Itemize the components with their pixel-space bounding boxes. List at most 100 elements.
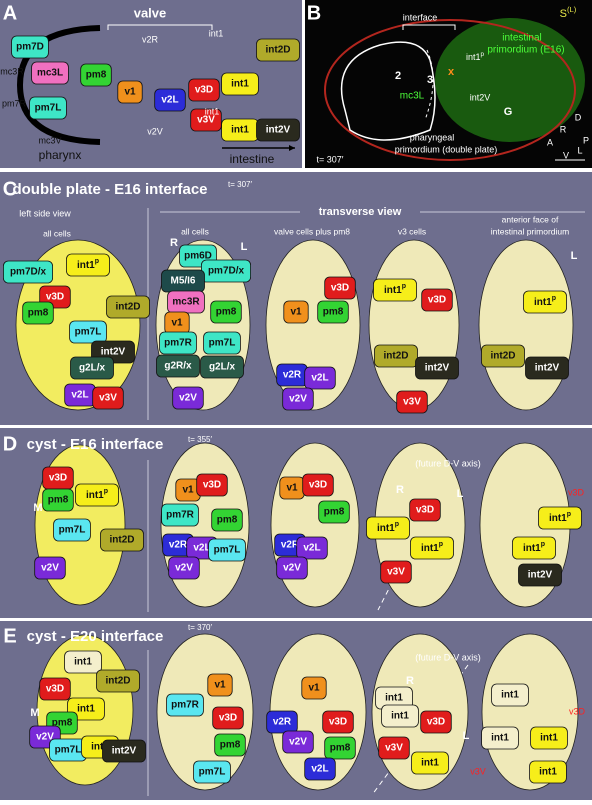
cell	[304, 366, 336, 390]
cell	[411, 751, 449, 775]
valve-bracket	[107, 24, 213, 30]
label: v3V	[99, 393, 117, 404]
cell	[322, 710, 354, 734]
label-base: int1	[421, 543, 439, 554]
cell-label: int1p	[421, 541, 443, 553]
label: cyst - E16 interface	[27, 436, 164, 453]
label-base: int1	[86, 490, 104, 501]
label: int2V	[266, 125, 291, 136]
label: mc3V	[38, 135, 61, 145]
label: A	[547, 137, 553, 147]
label: v3D	[46, 684, 64, 695]
label: pm7L	[209, 338, 236, 349]
cell	[196, 473, 228, 497]
cell	[381, 704, 419, 728]
cell	[100, 528, 144, 552]
cell	[188, 78, 220, 102]
cell-label: int1p	[77, 258, 99, 270]
label: int2D	[110, 535, 135, 546]
label: pm7R	[164, 338, 193, 349]
label: pm7R	[166, 510, 195, 521]
cell	[301, 676, 327, 700]
label-sup: p	[541, 541, 545, 548]
cell	[256, 38, 300, 62]
cell	[366, 516, 410, 540]
label: v1	[286, 483, 298, 494]
label: primordium (double plate)	[395, 144, 498, 154]
label: pm7R	[171, 700, 200, 711]
label: L	[571, 250, 578, 262]
label: pharynx	[39, 148, 82, 162]
cell	[211, 508, 243, 532]
label-base: int1	[549, 513, 567, 524]
label: pm8	[217, 515, 238, 526]
label: v3D	[46, 292, 64, 303]
label: v1	[171, 318, 183, 329]
label: L	[457, 488, 464, 500]
label: v2R	[273, 717, 292, 728]
label-sup: p	[552, 295, 556, 302]
embryo-view	[478, 239, 574, 411]
label: intestine	[230, 152, 275, 166]
label: pm7L	[59, 525, 86, 536]
label: M5/I6	[170, 276, 195, 287]
label: primordium (E16)	[487, 45, 564, 56]
cell	[80, 63, 112, 87]
label: v2L	[303, 543, 320, 554]
label: int2V	[112, 746, 137, 757]
cell	[64, 650, 102, 674]
label: int1	[421, 758, 439, 769]
label: v2L	[161, 95, 178, 106]
cell	[208, 538, 246, 562]
label: v2R	[283, 370, 302, 381]
cell	[96, 669, 140, 693]
label: g2L/x	[209, 362, 236, 373]
label: pm7L	[214, 545, 241, 556]
pharynx-arc	[16, 25, 101, 145]
label: L	[577, 145, 582, 155]
cell-label: int1p	[377, 521, 399, 533]
label: v1	[290, 307, 302, 318]
label: v3V	[197, 115, 215, 126]
label: v2V	[283, 563, 301, 574]
label: v1	[124, 87, 136, 98]
embryo-outline	[324, 19, 576, 161]
label: g2R/x	[164, 361, 192, 372]
label: v2V	[289, 394, 307, 405]
label: pm7D/x	[10, 267, 47, 278]
label: intestinal primordium	[491, 226, 569, 236]
embryo-view	[368, 239, 460, 411]
label: v2R	[169, 540, 188, 551]
label-base: int1	[77, 260, 95, 271]
label: G	[504, 106, 513, 118]
cell	[29, 96, 67, 120]
label: int1	[209, 28, 224, 38]
cell	[296, 536, 328, 560]
pharynx-outline	[340, 41, 436, 141]
label: left side view	[19, 208, 71, 218]
label: int1	[231, 125, 249, 136]
label: t= 307′	[228, 180, 252, 189]
cell	[154, 88, 186, 112]
label-sup: p	[395, 521, 399, 528]
label: int1	[205, 106, 220, 116]
label: v1	[308, 683, 320, 694]
label: cyst - E20 interface	[27, 628, 164, 645]
label: (future D-V axis)	[415, 458, 481, 468]
label: int2D	[384, 351, 409, 362]
cell	[34, 556, 66, 580]
label: mc3R	[172, 297, 200, 308]
label: v3D	[49, 473, 67, 484]
cell	[529, 760, 567, 784]
cell	[373, 278, 417, 302]
label: v3D	[568, 487, 585, 497]
label: B	[307, 2, 321, 24]
label: v2V	[36, 732, 54, 743]
cell	[283, 300, 309, 324]
label: pm7D	[16, 42, 44, 53]
label: t= 307′	[317, 154, 344, 164]
cell	[380, 560, 412, 584]
cell	[266, 710, 298, 734]
label: M	[33, 502, 42, 514]
